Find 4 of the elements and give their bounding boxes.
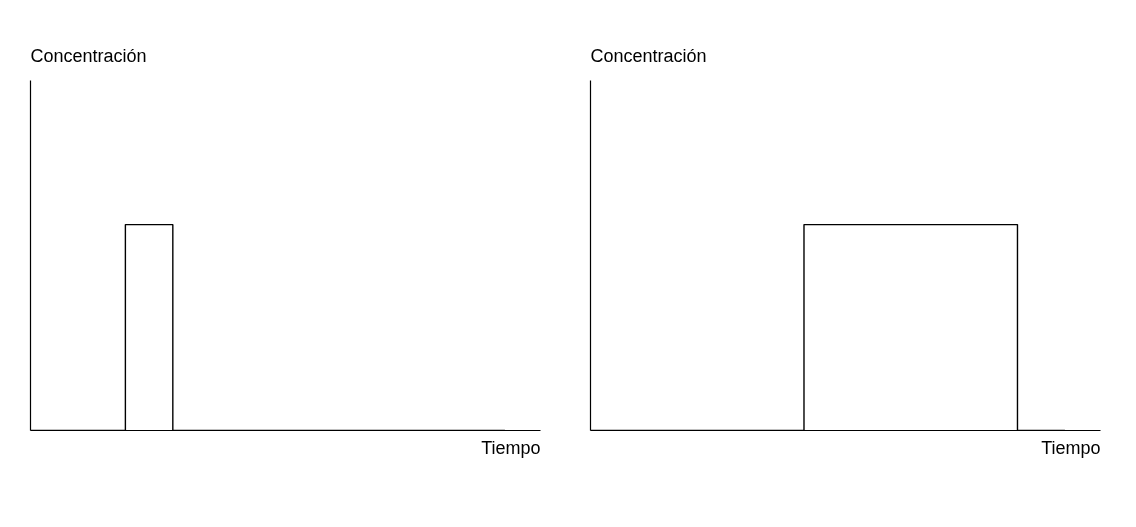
x-axis-title: Tiempo	[481, 437, 541, 458]
x-axis-title: Tiempo	[1041, 437, 1101, 458]
y-axis-title: Concentración	[30, 45, 147, 66]
y-axis-title: Concentración	[590, 45, 707, 66]
